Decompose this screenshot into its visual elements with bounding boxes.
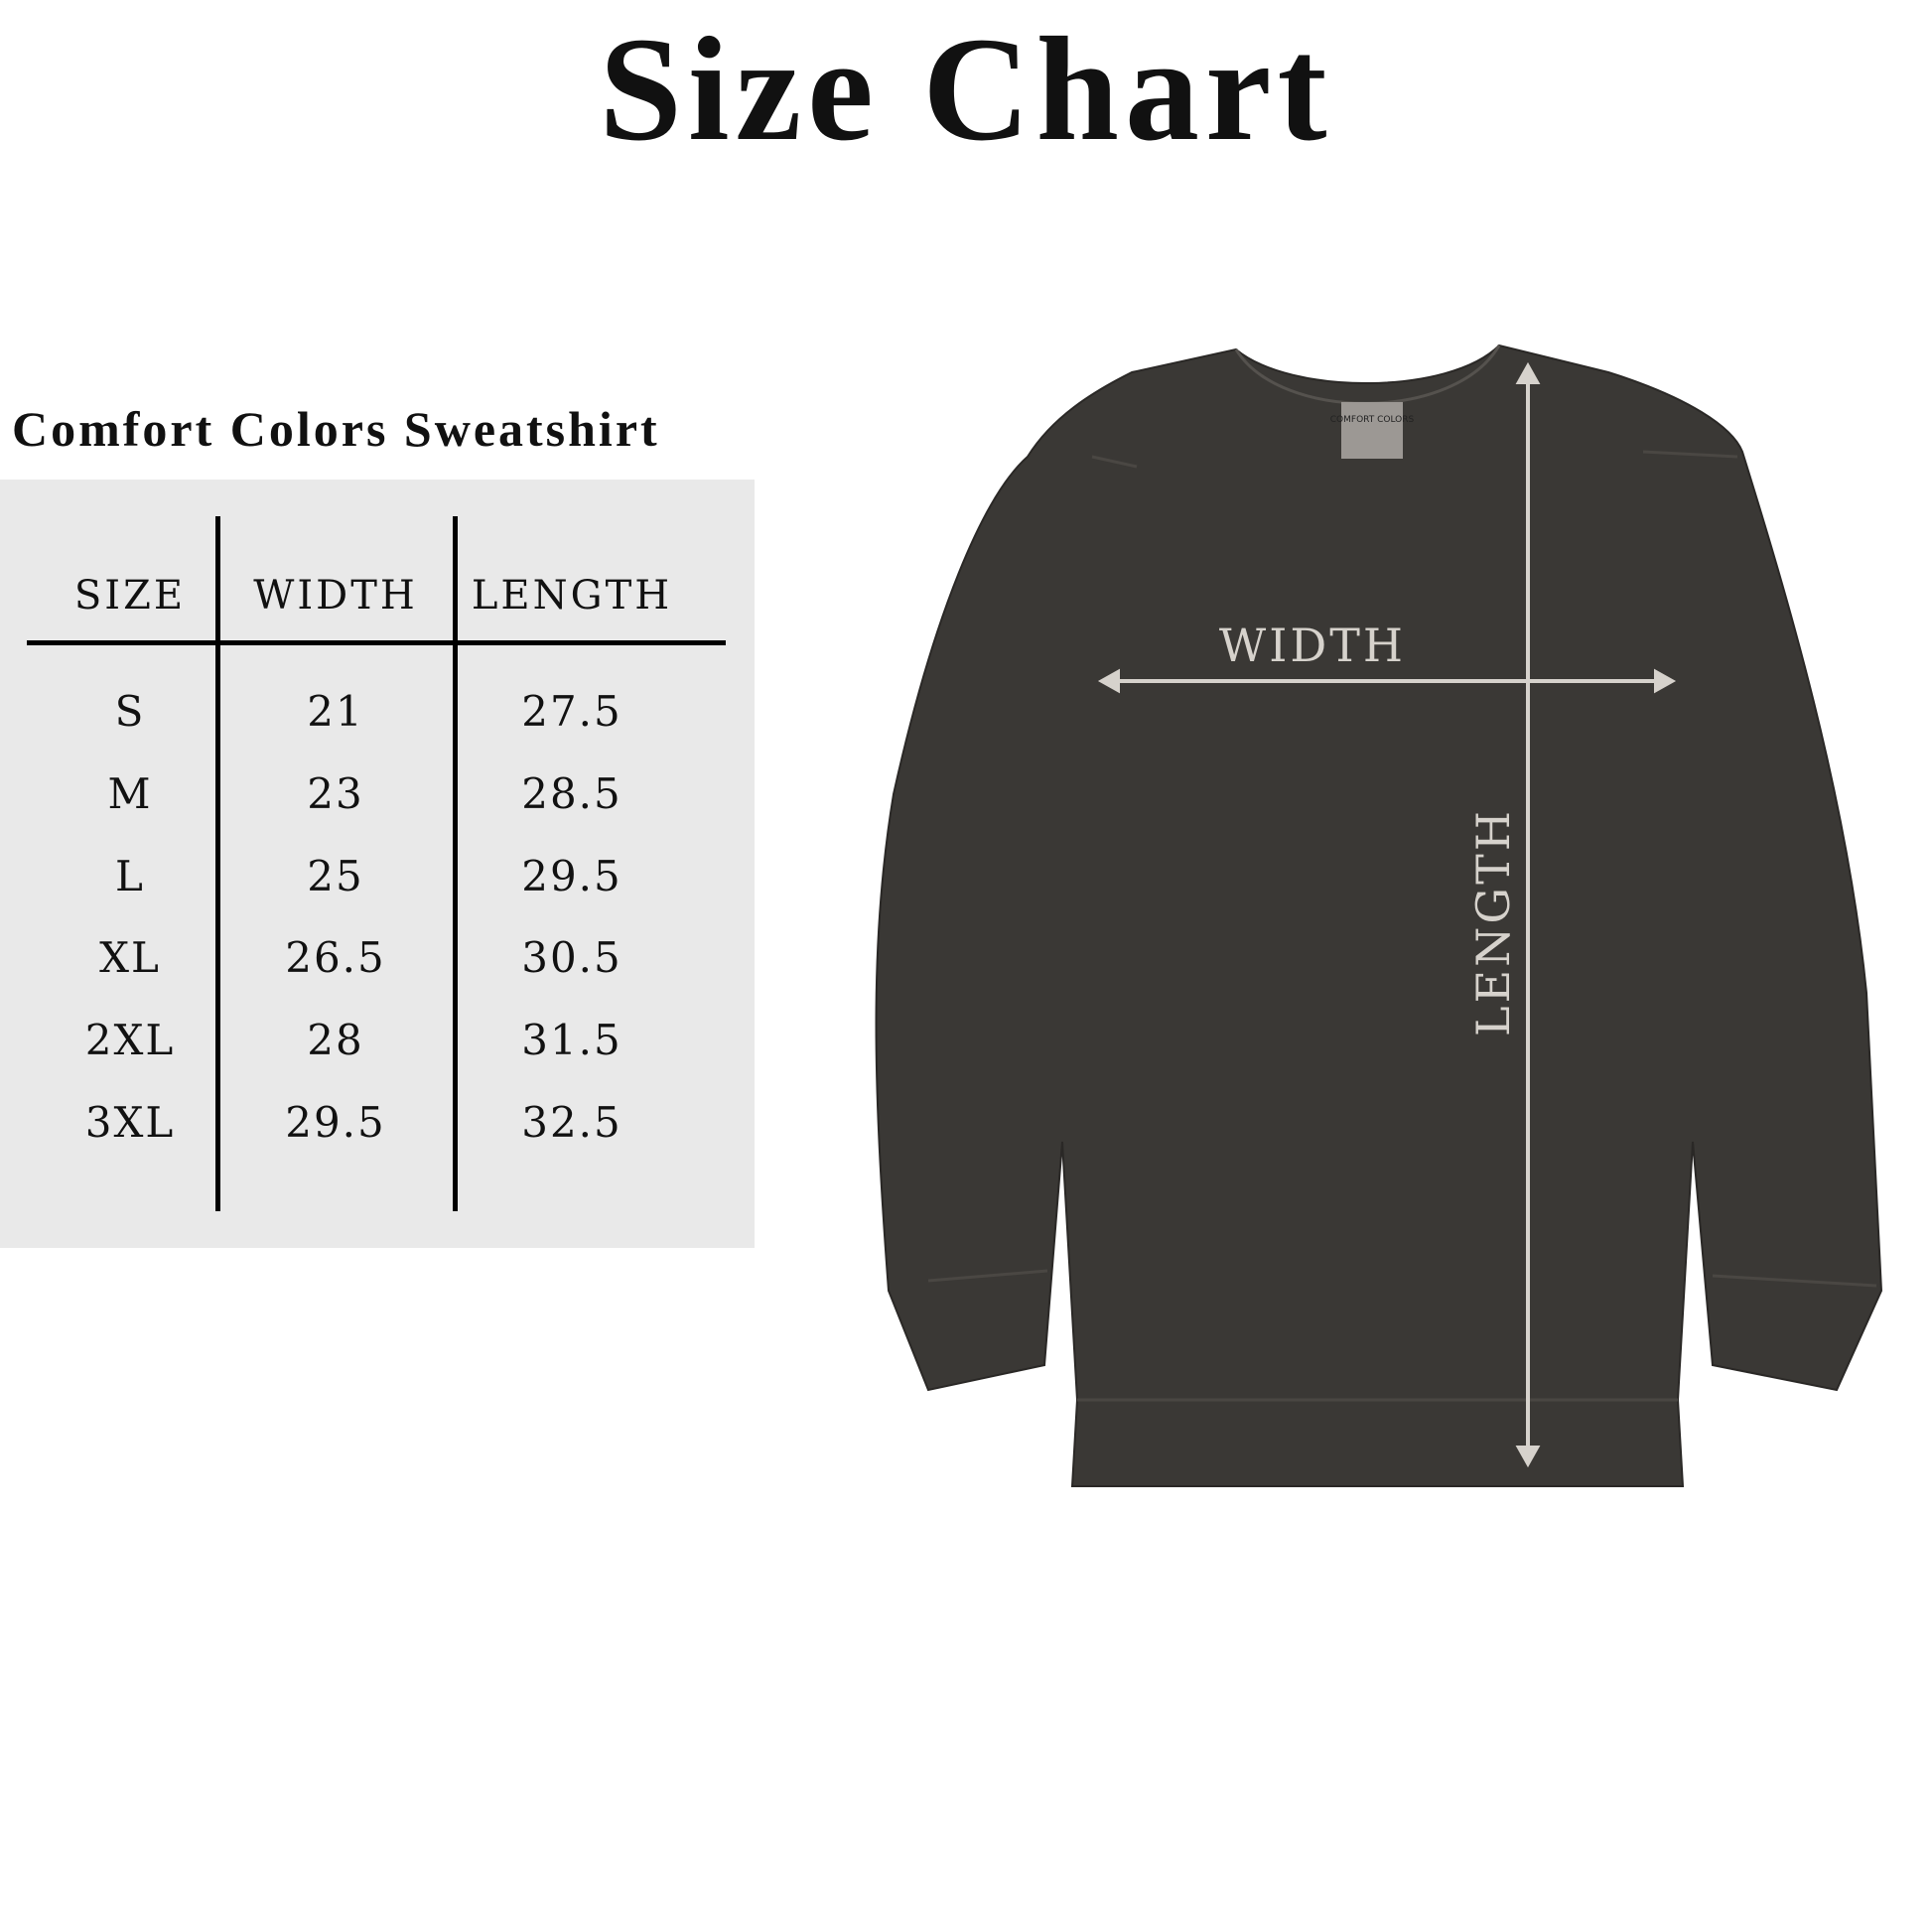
page-title: Size Chart: [599, 7, 1333, 172]
column-header-size: SIZE: [73, 573, 187, 619]
sweatshirt-image: [875, 344, 1883, 1487]
table-cell-length: 32.5: [521, 1098, 622, 1147]
column-header-width: WIDTH: [253, 573, 418, 619]
table-cell-length: 29.5: [521, 852, 622, 900]
table-cell-size: S: [114, 687, 146, 736]
header-divider: [27, 640, 726, 645]
table-cell-width: 21: [307, 687, 364, 736]
table-cell-width: 29.5: [285, 1098, 386, 1147]
size-table-panel: [0, 480, 755, 1248]
table-cell-size: 2XL: [84, 1016, 176, 1064]
table-cell-width: 26.5: [285, 933, 386, 982]
column-header-length: LENGTH: [471, 573, 673, 619]
table-cell-width: 25: [307, 852, 364, 900]
table-cell-size: M: [107, 769, 153, 818]
width-arrow: [1097, 668, 1677, 694]
table-cell-width: 23: [307, 769, 364, 818]
column-divider: [453, 516, 458, 1211]
tag-text: COMFORT COLORS: [1330, 415, 1415, 425]
width-label: WIDTH: [1219, 619, 1406, 672]
hem-rib: [927, 450, 1877, 1402]
product-name: Comfort Colors Sweatshirt: [12, 401, 660, 457]
table-cell-length: 30.5: [521, 933, 622, 982]
table-cell-length: 28.5: [521, 769, 622, 818]
table-cell-size: L: [115, 852, 145, 900]
neck-label-tag: [1341, 402, 1403, 459]
table-cell-length: 27.5: [521, 687, 622, 736]
table-cell-width: 28: [307, 1016, 364, 1064]
table-cell-size: XL: [99, 933, 161, 982]
table-cell-length: 31.5: [521, 1016, 622, 1064]
table-cell-size: 3XL: [84, 1098, 176, 1147]
length-label: LENGTH: [1466, 808, 1520, 1036]
column-divider: [215, 516, 220, 1211]
length-arrow: [1515, 361, 1541, 1468]
